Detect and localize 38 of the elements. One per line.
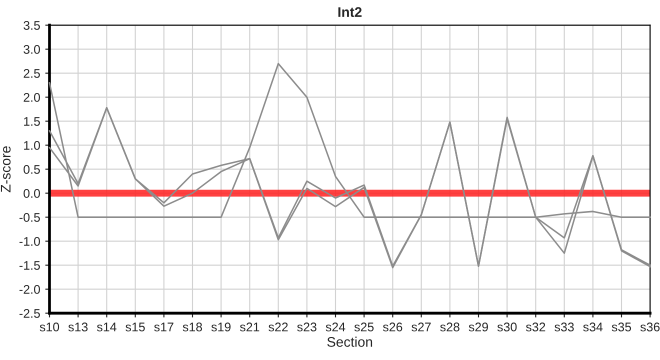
y-axis-title: Z-score [0,146,11,192]
x-tick-label: s19 [211,322,231,332]
x-tick-label: s10 [40,322,60,332]
y-tick-label: -2.5 [19,309,40,318]
y-tick-label: 2.5 [24,69,40,78]
x-tick-label: s32 [526,322,546,332]
x-tick-label: s13 [68,322,88,332]
x-tick-label: s35 [612,322,632,332]
x-tick-label: s33 [554,322,574,332]
y-tick-label: -1.0 [19,237,40,246]
y-tick-label: 3.5 [24,21,40,30]
x-tick-label: s27 [412,322,431,332]
chart-title: Int2 [338,7,362,17]
x-tick-label: s34 [583,322,603,332]
y-tick-label: -1.5 [19,261,40,270]
y-tick-label: 3.0 [24,45,40,54]
y-tick-label: 0.5 [24,165,40,174]
y-tick-label: -0.5 [19,213,40,222]
x-tick-label: s29 [468,322,488,332]
y-tick-label: 0.0 [24,189,40,198]
x-axis-title: Section [327,336,372,347]
x-tick-label: s22 [268,322,288,332]
x-tick-label: s26 [382,322,402,332]
x-tick-label: s18 [182,322,202,332]
x-tick-label: s28 [440,322,460,332]
y-tick-label: -2.0 [19,285,40,294]
x-tick-label: s24 [326,322,346,332]
y-tick-label: 2.0 [24,93,40,102]
x-tick-label: s14 [96,322,116,332]
x-tick-label: s17 [154,322,174,332]
y-tick-label: 1.5 [24,117,40,126]
x-tick-label: s25 [354,322,374,332]
y-tick-label: 1.0 [24,141,40,150]
x-tick-label: s23 [297,322,316,332]
x-tick-label: s30 [497,322,517,332]
x-tick-label: s36 [640,322,660,332]
x-tick-label: s21 [240,322,260,332]
x-tick-label: s15 [126,322,145,332]
